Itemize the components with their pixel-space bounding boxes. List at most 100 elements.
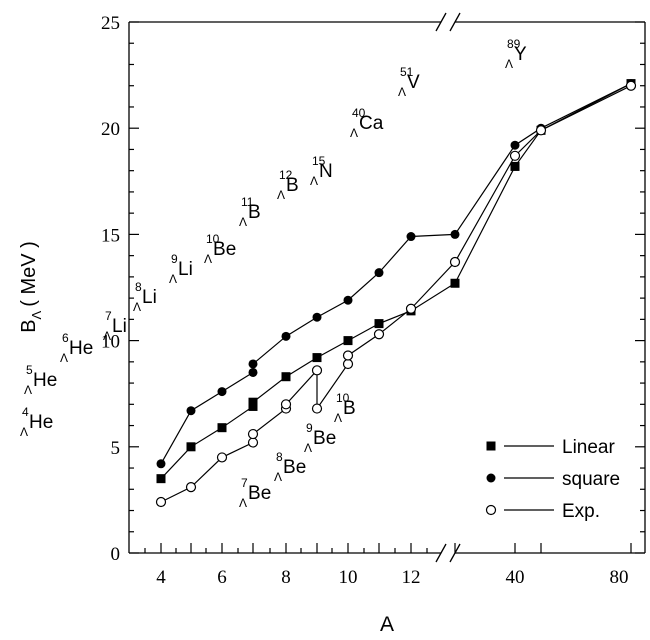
nucleus-element: Be	[248, 483, 271, 504]
nucleus-element: Be	[213, 239, 236, 260]
nucleus-mass: 51	[400, 65, 414, 79]
nucleus-element: Be	[283, 457, 306, 478]
y-axis-ticks: 0 5 10 15 20 25	[101, 13, 645, 565]
nucleus-label: 8 ΛBe	[274, 450, 306, 484]
nucleus-label: 5 ΛHe	[24, 363, 57, 397]
data-point-filled-circle	[343, 295, 353, 305]
legend-marker-filled-circle	[486, 473, 496, 483]
data-point-filled-circle	[217, 387, 227, 397]
nucleus-label: 7 ΛLi	[103, 309, 127, 343]
nucleus-element: B	[286, 175, 299, 196]
nucleus-element: V	[407, 72, 420, 93]
nucleus-label: 40 ΛCa	[350, 106, 384, 140]
series-line-square	[160, 83, 632, 465]
nucleus-element: Ca	[359, 113, 384, 134]
nucleus-lambda: Λ	[334, 411, 342, 425]
nucleus-label: 11 ΛB	[239, 195, 261, 229]
nucleus-label: 9 ΛLi	[169, 252, 193, 286]
nucleus-label: 15 ΛN	[310, 154, 333, 188]
data-point-filled-circle	[406, 232, 416, 242]
series-markers	[155, 79, 637, 508]
data-point-square	[374, 319, 384, 329]
nucleus-element: N	[319, 161, 333, 182]
data-point-square	[312, 353, 322, 363]
data-point-filled-circle	[281, 331, 291, 341]
data-point-open-circle	[247, 428, 259, 440]
y-tick-label: 5	[111, 438, 121, 459]
nucleus-lambda: Λ	[350, 126, 358, 140]
x-tick-label: 4	[156, 567, 166, 588]
legend-marker-open-circle	[485, 504, 497, 516]
y-axis-label-main: B	[18, 319, 40, 332]
nucleus-mass: 4	[22, 405, 29, 419]
nucleus-element: Li	[178, 259, 193, 280]
data-point-square	[510, 161, 520, 171]
nucleus-element: Y	[514, 44, 527, 65]
data-point-square	[450, 278, 460, 288]
nucleus-mass: 8	[135, 280, 142, 294]
legend: Linear square Exp.	[485, 437, 620, 522]
nucleus-lambda: Λ	[24, 383, 32, 397]
nucleus-mass: 12	[279, 168, 293, 182]
nucleus-lambda: Λ	[304, 441, 312, 455]
svg-text:BΛ( MeV ): BΛ ( MeV )	[18, 241, 44, 333]
y-axis-label-sub: Λ	[29, 310, 44, 319]
legend-label: Linear	[562, 437, 615, 458]
x-tick-label: 8	[281, 567, 291, 588]
data-point-filled-circle	[186, 406, 196, 416]
nucleus-label: 9 ΛBe	[304, 421, 336, 455]
nucleus-label: 51 ΛV	[398, 65, 420, 99]
nucleus-mass: 15	[312, 154, 326, 168]
nucleus-mass: 7	[241, 476, 248, 490]
nucleus-label: 4 ΛHe	[20, 405, 53, 439]
nucleus-lambda: Λ	[310, 174, 318, 188]
nucleus-mass: 10	[206, 232, 220, 246]
nucleus-element: B	[343, 398, 356, 419]
nucleus-element: Li	[112, 316, 127, 337]
nucleus-mass: 11	[241, 195, 254, 209]
legend-label: square	[562, 469, 620, 490]
data-point-open-circle	[625, 80, 637, 91]
nucleus-element: He	[29, 412, 53, 433]
x-tick-label: 10	[339, 567, 358, 588]
legend-label: Exp.	[562, 501, 600, 522]
data-point-open-circle	[247, 437, 259, 448]
nucleus-label: 6 ΛHe	[60, 331, 93, 365]
nucleus-lambda: Λ	[239, 215, 247, 229]
y-tick-label: 15	[101, 225, 120, 246]
nucleus-label: 7 ΛBe	[239, 476, 271, 510]
data-point-open-circle	[535, 125, 547, 136]
nucleus-element: Li	[142, 287, 157, 308]
nucleus-lambda: Λ	[20, 425, 28, 439]
data-point-open-circle	[216, 452, 228, 463]
nucleus-label: 89 ΛY	[505, 37, 527, 71]
nucleus-mass: 8	[276, 450, 283, 464]
series-line-exp	[160, 85, 632, 503]
nucleus-label: 12 ΛB	[277, 168, 299, 202]
nucleus-lambda: Λ	[505, 57, 513, 71]
nucleus-element: B	[248, 202, 261, 223]
data-point-open-circle	[280, 399, 292, 410]
data-point-filled-circle	[248, 367, 258, 377]
x-axis-ticks: 4 6 8 10 12 40 80	[144, 543, 632, 588]
data-point-filled-circle	[510, 140, 520, 150]
nucleus-element: He	[69, 338, 93, 359]
y-tick-label: 0	[111, 544, 121, 565]
y-tick-label: 10	[101, 332, 120, 353]
data-point-open-circle	[405, 303, 417, 314]
nucleus-mass: 9	[306, 421, 313, 435]
x-tick-label: 6	[217, 567, 227, 588]
nucleus-mass: 89	[507, 37, 521, 51]
y-tick-label: 20	[101, 119, 120, 140]
plot-frame	[128, 21, 646, 554]
data-point-square	[281, 372, 291, 382]
data-point-filled-circle	[312, 312, 322, 322]
x-tick-label: 12	[402, 567, 421, 588]
data-point-open-circle	[342, 358, 354, 370]
legend-marker-square	[486, 441, 496, 451]
x-tick-label: 40	[506, 567, 525, 588]
data-point-open-circle	[373, 329, 385, 340]
data-point-open-circle	[185, 482, 197, 493]
nucleus-element: Be	[313, 428, 336, 449]
